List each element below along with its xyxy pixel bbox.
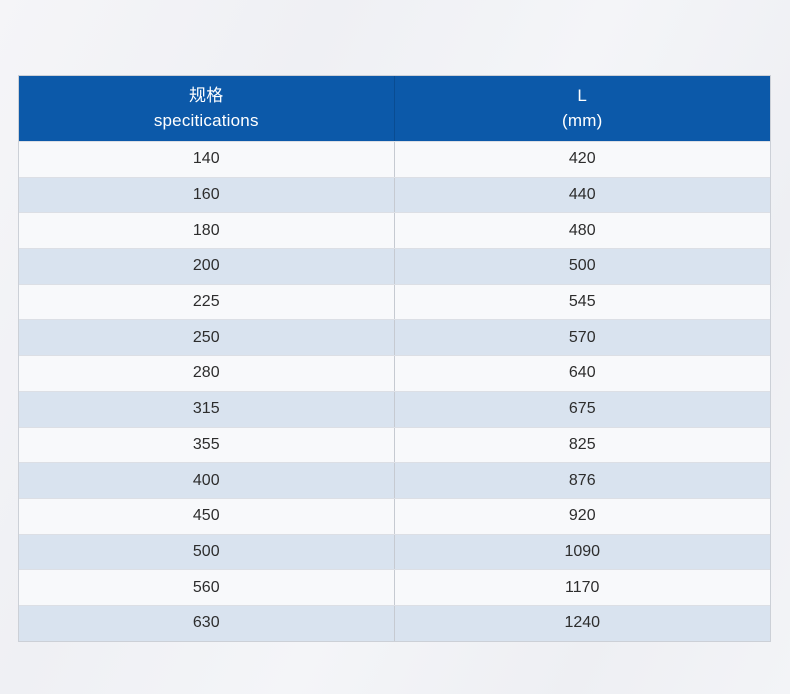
length-cell: 920 bbox=[568, 507, 596, 525]
length-cell: 1170 bbox=[565, 578, 600, 596]
length-cell: 675 bbox=[568, 400, 596, 418]
specification-table: 规格 specitications L (mm) 140 420 160 440… bbox=[18, 75, 771, 642]
length-cell: 825 bbox=[568, 435, 596, 453]
length-cell: 440 bbox=[568, 186, 596, 204]
length-cell: 545 bbox=[568, 293, 596, 311]
table-row: 450 920 bbox=[19, 497, 770, 534]
spec-cell: 400 bbox=[19, 463, 395, 498]
length-cell: 420 bbox=[568, 150, 596, 168]
spec-cell: 180 bbox=[19, 213, 395, 249]
table-row: 140 420 bbox=[19, 141, 770, 177]
header-spec-column: 规格 specitications bbox=[19, 76, 395, 141]
table-row: 315 675 bbox=[19, 390, 770, 427]
table-row: 180 480 bbox=[19, 212, 770, 249]
spec-cell: 225 bbox=[19, 284, 395, 320]
table-row: 500 1090 bbox=[19, 533, 770, 570]
table-row: 400 876 bbox=[19, 462, 770, 498]
table-row: 630 1240 bbox=[19, 604, 770, 641]
header-spec-zh: 规格 bbox=[189, 85, 224, 105]
table-row: 560 1170 bbox=[19, 569, 770, 605]
spec-cell: 630 bbox=[19, 605, 395, 641]
spec-cell: 200 bbox=[19, 249, 395, 284]
spec-cell: 560 bbox=[19, 570, 395, 605]
header-length-symbol: L bbox=[577, 85, 588, 105]
spec-cell: 315 bbox=[19, 391, 395, 427]
spec-cell: 500 bbox=[19, 534, 395, 570]
table-row: 200 500 bbox=[19, 248, 770, 284]
spec-cell: 250 bbox=[19, 320, 395, 356]
table-row: 225 545 bbox=[19, 283, 770, 320]
spec-cell: 355 bbox=[19, 427, 395, 463]
table-row: 250 570 bbox=[19, 319, 770, 356]
spec-cell: 160 bbox=[19, 177, 395, 213]
length-cell: 876 bbox=[568, 471, 596, 489]
length-cell: 480 bbox=[568, 221, 596, 239]
length-cell: 500 bbox=[568, 257, 596, 275]
table-row: 160 440 bbox=[19, 176, 770, 213]
spec-cell: 450 bbox=[19, 498, 395, 534]
header-length-unit: (mm) bbox=[562, 110, 603, 130]
length-cell: 640 bbox=[568, 364, 596, 382]
table-row: 355 825 bbox=[19, 426, 770, 463]
length-cell: 570 bbox=[568, 328, 596, 346]
table-row: 280 640 bbox=[19, 355, 770, 391]
header-spec-en: specitications bbox=[153, 110, 259, 130]
table-header: 规格 specitications L (mm) bbox=[19, 76, 770, 141]
header-length-column: L (mm) bbox=[395, 76, 771, 141]
spec-cell: 140 bbox=[19, 142, 395, 177]
length-cell: 1240 bbox=[564, 614, 601, 632]
length-cell: 1090 bbox=[564, 542, 601, 560]
spec-cell: 280 bbox=[19, 356, 395, 391]
